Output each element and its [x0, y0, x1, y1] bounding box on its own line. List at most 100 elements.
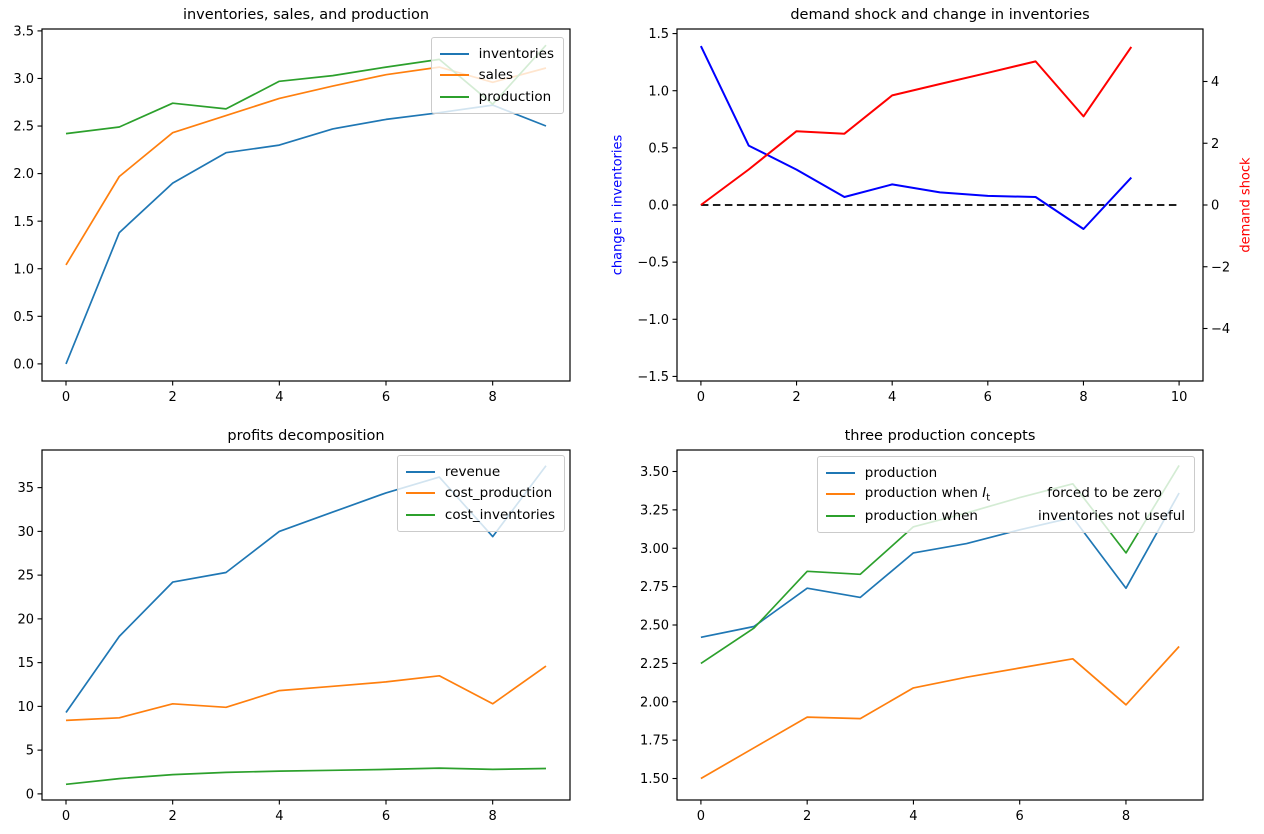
legend-line-swatch	[405, 492, 435, 495]
legend-label: cost_production	[444, 485, 553, 502]
legend-label: production when inventories not useful	[864, 507, 1185, 524]
y-tick-label: 1.0	[13, 262, 34, 277]
y-tick-label: 2.25	[640, 657, 669, 672]
right-y-tick-label: 4	[1211, 75, 1219, 90]
y-tick-label: 3.25	[640, 503, 669, 518]
y-tick-label: 3.0	[13, 72, 34, 87]
y-tick-label: 2.0	[13, 167, 34, 182]
x-tick-label: 4	[888, 390, 896, 405]
series-line-inventories	[65, 104, 547, 365]
y-tick-label: 10	[17, 700, 34, 715]
right-y-tick-label: −2	[1211, 260, 1230, 275]
x-tick-label: 2	[169, 390, 177, 405]
x-tick-label: 6	[382, 809, 390, 824]
y-tick-label: 1.5	[13, 215, 34, 230]
legend-label: production	[478, 88, 552, 105]
right-y-tick-label: 2	[1211, 137, 1219, 152]
legend-entry: sales	[439, 65, 554, 87]
x-tick-label: 2	[803, 809, 811, 824]
x-tick-label: 4	[275, 809, 283, 824]
legend-entry: production when It forced to be zero	[825, 484, 1185, 506]
x-tick-label: 6	[1016, 809, 1024, 824]
x-tick-label: 0	[697, 390, 705, 405]
x-tick-label: 6	[984, 390, 992, 405]
subplot-bottom-left-title: profits decomposition	[227, 428, 385, 444]
x-tick-label: 10	[1171, 390, 1188, 405]
legend-entry: production	[439, 86, 554, 108]
x-tick-label: 8	[489, 809, 497, 824]
y-tick-label: 2.75	[640, 580, 669, 595]
subplot-top-right-title: demand shock and change in inventories	[790, 7, 1090, 23]
legend-line-swatch	[439, 52, 469, 55]
series-line-production-when-i-t-forced-to-be-zero	[700, 645, 1180, 780]
legend-label: inventories	[478, 45, 554, 62]
right-y-tick-label: −4	[1211, 322, 1230, 337]
x-tick-label: 8	[1079, 390, 1087, 405]
y-tick-label: 0.5	[13, 310, 34, 325]
legend-line-swatch	[439, 74, 469, 77]
y-tick-label: 3.00	[640, 542, 669, 557]
y-tick-label: 2.5	[13, 120, 34, 135]
x-tick-label: 0	[62, 809, 70, 824]
y-tick-label: 1.0	[648, 84, 669, 99]
y-tick-label: 0.5	[648, 141, 669, 156]
subplot-top-left-title: inventories, sales, and production	[182, 7, 430, 23]
legend-line-swatch	[405, 513, 435, 516]
y-tick-label: −0.5	[637, 256, 669, 271]
x-tick-label: 4	[909, 809, 917, 824]
y-tick-label: 3.50	[640, 465, 669, 480]
legend-label: cost_inventories	[444, 506, 555, 523]
legend-top-left: inventories sales production	[430, 37, 564, 114]
series-line-demand-shock	[700, 46, 1133, 206]
x-tick-label: 4	[275, 390, 283, 405]
x-tick-label: 2	[169, 809, 177, 824]
legend-line-swatch	[439, 95, 469, 98]
legend-entry: production when inventories not useful	[825, 505, 1185, 527]
series-line-cost-inventories	[65, 767, 547, 786]
axes-frame	[676, 449, 1204, 801]
y-tick-label: 30	[17, 525, 34, 540]
x-tick-label: 6	[382, 390, 390, 405]
y-tick-label: −1.5	[637, 370, 669, 385]
series-line-change-in-inventories	[699, 45, 1133, 230]
legend-entry: production	[825, 462, 1185, 484]
y-tick-label: 5	[26, 744, 34, 759]
y-tick-label: 0.0	[648, 199, 669, 214]
x-tick-label: 8	[489, 390, 497, 405]
legend-line-swatch	[825, 471, 855, 474]
y-tick-label: 35	[17, 481, 34, 496]
legend-entry: inventories	[439, 43, 554, 65]
right-y-tick-label: 0	[1211, 199, 1219, 214]
axes-frame	[41, 28, 571, 382]
legend-line-swatch	[825, 493, 855, 496]
legend-line-swatch	[825, 514, 855, 517]
legend-entry: revenue	[405, 461, 555, 483]
legend-label-gap	[990, 496, 1047, 497]
y-tick-label: 3.5	[13, 25, 34, 40]
y-tick-label: 0	[26, 787, 34, 802]
x-tick-label: 0	[62, 390, 70, 405]
legend-line-swatch	[405, 470, 435, 473]
y-tick-label: 1.5	[648, 27, 669, 42]
y-tick-label: −1.0	[637, 313, 669, 328]
legend-entry: cost_production	[405, 483, 555, 505]
y-tick-label: 20	[17, 612, 34, 627]
legend-entry: cost_inventories	[405, 504, 555, 526]
y-tick-label: 2.50	[640, 619, 669, 634]
x-tick-label: 8	[1122, 809, 1130, 824]
axes-frame	[676, 28, 1204, 382]
series-line-cost-production	[65, 665, 547, 722]
y-tick-label: 1.75	[640, 734, 669, 749]
legend-bottom-left: revenue cost_production cost_inventories	[396, 455, 565, 532]
legend-label: sales	[478, 67, 514, 84]
legend-bottom-right: production production when It forced to be…	[816, 456, 1195, 533]
legend-label-gap	[978, 519, 1038, 520]
y-tick-label: 1.50	[640, 772, 669, 787]
legend-label: revenue	[444, 463, 501, 480]
axes-frame	[41, 449, 571, 801]
series-line-production	[700, 492, 1180, 639]
change-in-inventories-axis-label: change in inventories	[610, 134, 626, 276]
legend-label: production	[864, 464, 938, 481]
